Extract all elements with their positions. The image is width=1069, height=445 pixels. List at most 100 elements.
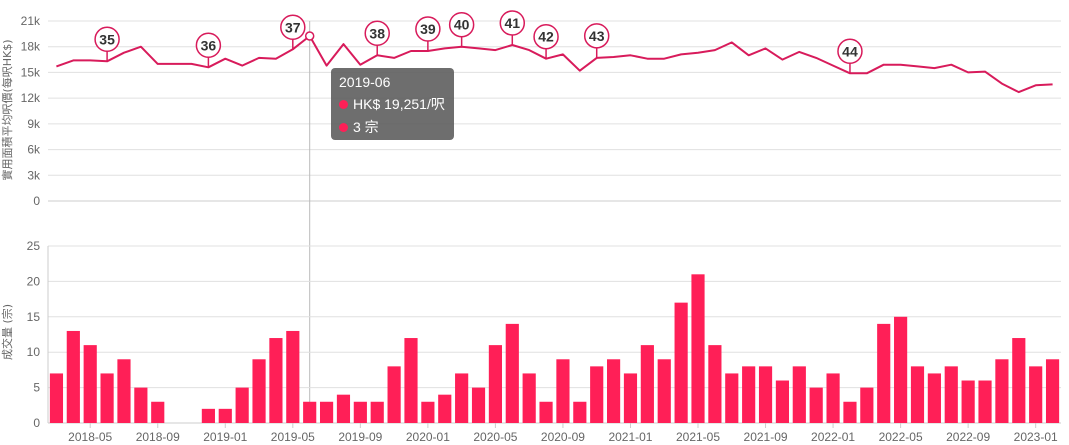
volume-bar	[725, 373, 739, 423]
annotation-label: 37	[285, 19, 301, 35]
volume-bar	[218, 408, 232, 423]
annotation-circle	[448, 11, 475, 38]
x-tick-label: 2021-05	[676, 430, 720, 444]
volume-bar	[590, 366, 604, 423]
annotation-label: 35	[99, 31, 115, 47]
volume-bar	[201, 408, 215, 423]
volume-bar	[792, 366, 806, 423]
volume-y-tick-label: 20	[27, 274, 41, 288]
price-y-tick-label: 15k	[21, 65, 41, 79]
volume-bar	[505, 323, 519, 423]
volume-bar	[775, 380, 790, 423]
volume-y-tick-label: 0	[33, 416, 40, 430]
annotation-circle	[583, 23, 610, 49]
volume-y-axis-label: 成交量 (宗)	[0, 304, 14, 360]
x-axis-ticks: 2018-05 2018-09 2019-01 2019-05 2019-09 2020-…	[68, 423, 1058, 444]
x-tick-label: 2022-01	[811, 430, 855, 444]
volume-bar	[387, 366, 401, 423]
volume-bar	[1029, 366, 1043, 423]
tooltip: 2019-06 HK$ 19,251/呎 3 宗	[331, 68, 454, 140]
volume-y-axis-ticks: 0 5 10 15 20 25	[27, 239, 41, 430]
tooltip-price: HK$ 19,251/呎	[353, 96, 445, 112]
volume-bar	[370, 401, 384, 423]
volume-bar	[826, 373, 840, 423]
volume-bar	[1045, 359, 1060, 423]
volume-bar	[539, 401, 553, 423]
annotation-circle	[94, 26, 120, 53]
volume-bar	[151, 401, 165, 423]
volume-bar	[607, 359, 621, 423]
price-y-tick-label: 0	[33, 194, 40, 208]
annotation-marker: 42	[533, 23, 559, 59]
annotation-circle	[280, 14, 306, 41]
volume-bar	[1012, 338, 1026, 423]
x-tick-label: 2020-09	[541, 430, 585, 444]
x-tick-label: 2021-09	[744, 430, 788, 444]
x-tick-label: 2023-01	[1014, 430, 1058, 444]
annotation-circle	[195, 32, 222, 59]
volume-y-tick-label: 5	[33, 381, 40, 395]
volume-bar	[488, 345, 502, 423]
x-tick-label: 2018-09	[136, 430, 180, 444]
volume-bar	[66, 330, 80, 423]
annotation-label: 43	[589, 28, 605, 44]
volume-bar	[269, 338, 283, 423]
volume-y-tick-label: 25	[27, 239, 41, 253]
volume-bar	[404, 338, 418, 423]
volume-bar	[286, 330, 300, 423]
volume-bar	[235, 387, 249, 423]
price-y-tick-label: 18k	[21, 40, 41, 54]
x-tick-label: 2022-09	[946, 430, 990, 444]
tooltip-volume-dot	[339, 122, 348, 132]
tooltip-title: 2019-06	[339, 74, 391, 90]
price-y-tick-label: 6k	[27, 143, 41, 157]
tooltip-volume: 3 宗	[353, 119, 379, 135]
volume-bar	[657, 359, 671, 423]
volume-bar	[100, 373, 114, 423]
annotation-circle	[415, 16, 441, 42]
volume-bar	[758, 366, 773, 423]
volume-bar	[455, 373, 469, 423]
annotation-marker: 44	[837, 38, 863, 74]
volume-bar	[117, 359, 131, 423]
annotation-circle	[499, 10, 526, 36]
x-tick-label: 2020-01	[406, 430, 450, 444]
annotation-marker: 39	[415, 16, 441, 51]
volume-y-tick-label: 10	[27, 345, 41, 359]
price-panel: 0 3k 6k 9k 12k 15k 18k 21k 實用面積平均呎價(每呎HK$) 35 36…	[0, 10, 1061, 423]
annotation-marker: 38	[364, 20, 390, 56]
price-y-tick-label: 21k	[21, 14, 41, 28]
x-tick-label: 2019-09	[338, 430, 382, 444]
annotation-marker: 40	[448, 11, 475, 47]
annotation-circle	[364, 20, 390, 47]
x-tick-label: 2021-01	[608, 430, 652, 444]
volume-bar	[353, 401, 367, 423]
tooltip-price-row: HK$ 19,251/呎	[339, 94, 446, 114]
volume-bar	[421, 401, 435, 423]
annotation-marker: 37	[280, 14, 306, 50]
volume-bar	[49, 373, 64, 423]
annotation-marker: 35	[94, 26, 120, 62]
volume-bars	[49, 274, 1060, 423]
annotation-label: 42	[538, 29, 554, 45]
volume-bar	[860, 387, 874, 423]
volume-bar	[83, 345, 97, 423]
price-annotations: 35 36 37 38 39 40 41 42 43 44	[94, 10, 863, 74]
volume-bar	[623, 373, 638, 423]
x-tick-label: 2022-05	[879, 430, 923, 444]
annotation-marker: 36	[195, 32, 222, 68]
volume-bar	[894, 316, 908, 423]
price-y-tick-label: 12k	[21, 91, 41, 105]
volume-bar	[978, 380, 992, 423]
volume-bar	[877, 323, 891, 423]
x-tick-label: 2019-01	[203, 430, 247, 444]
annotation-marker: 43	[583, 23, 610, 58]
hover-point[interactable]	[304, 31, 315, 41]
volume-bar	[556, 359, 570, 423]
volume-bar	[742, 366, 756, 423]
volume-bar	[708, 345, 722, 423]
x-tick-label: 2018-05	[68, 430, 112, 444]
volume-bar	[910, 366, 925, 423]
annotation-circle	[837, 38, 863, 65]
